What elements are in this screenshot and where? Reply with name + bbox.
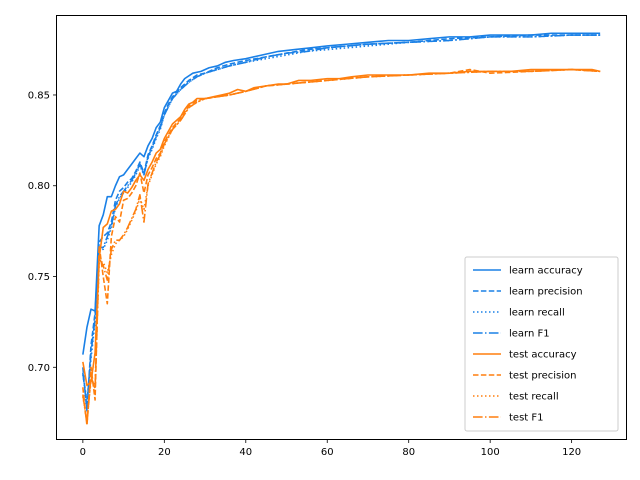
legend-label: learn precision — [509, 287, 583, 298]
x-tick-label: 100 — [481, 447, 500, 458]
legend-label: test recall — [509, 392, 559, 403]
legend-label: learn recall — [509, 308, 565, 319]
y-tick-label: 0.80 — [28, 181, 50, 192]
y-axis: 0.70 0.75 0.80 0.85 — [28, 90, 57, 374]
series-line-0 — [82, 32, 601, 355]
legend-box — [464, 256, 619, 432]
legend-label: test accuracy — [509, 350, 577, 361]
legend-label: test F1 — [509, 413, 544, 424]
x-tick-label: 120 — [562, 447, 581, 458]
x-tick-label: 80 — [402, 447, 415, 458]
y-tick-label: 0.70 — [28, 363, 50, 374]
y-tick-label: 0.85 — [28, 90, 50, 101]
x-tick-label: 40 — [239, 447, 252, 458]
series-line-5 — [82, 68, 601, 427]
x-axis: 0 20 40 60 80 100 120 — [80, 439, 581, 458]
y-tick-label: 0.75 — [28, 272, 50, 283]
x-tick-label: 20 — [158, 447, 171, 458]
series-line-7 — [82, 68, 601, 425]
legend-label: test precision — [509, 371, 577, 382]
x-tick-label: 0 — [80, 447, 86, 458]
legend-label: learn F1 — [509, 329, 550, 340]
legend: learn accuracy learn precision learn recal… — [464, 256, 619, 432]
x-tick-label: 60 — [321, 447, 334, 458]
plot-area — [82, 32, 601, 427]
axes-frame — [56, 15, 627, 440]
legend-label: learn accuracy — [509, 266, 583, 277]
